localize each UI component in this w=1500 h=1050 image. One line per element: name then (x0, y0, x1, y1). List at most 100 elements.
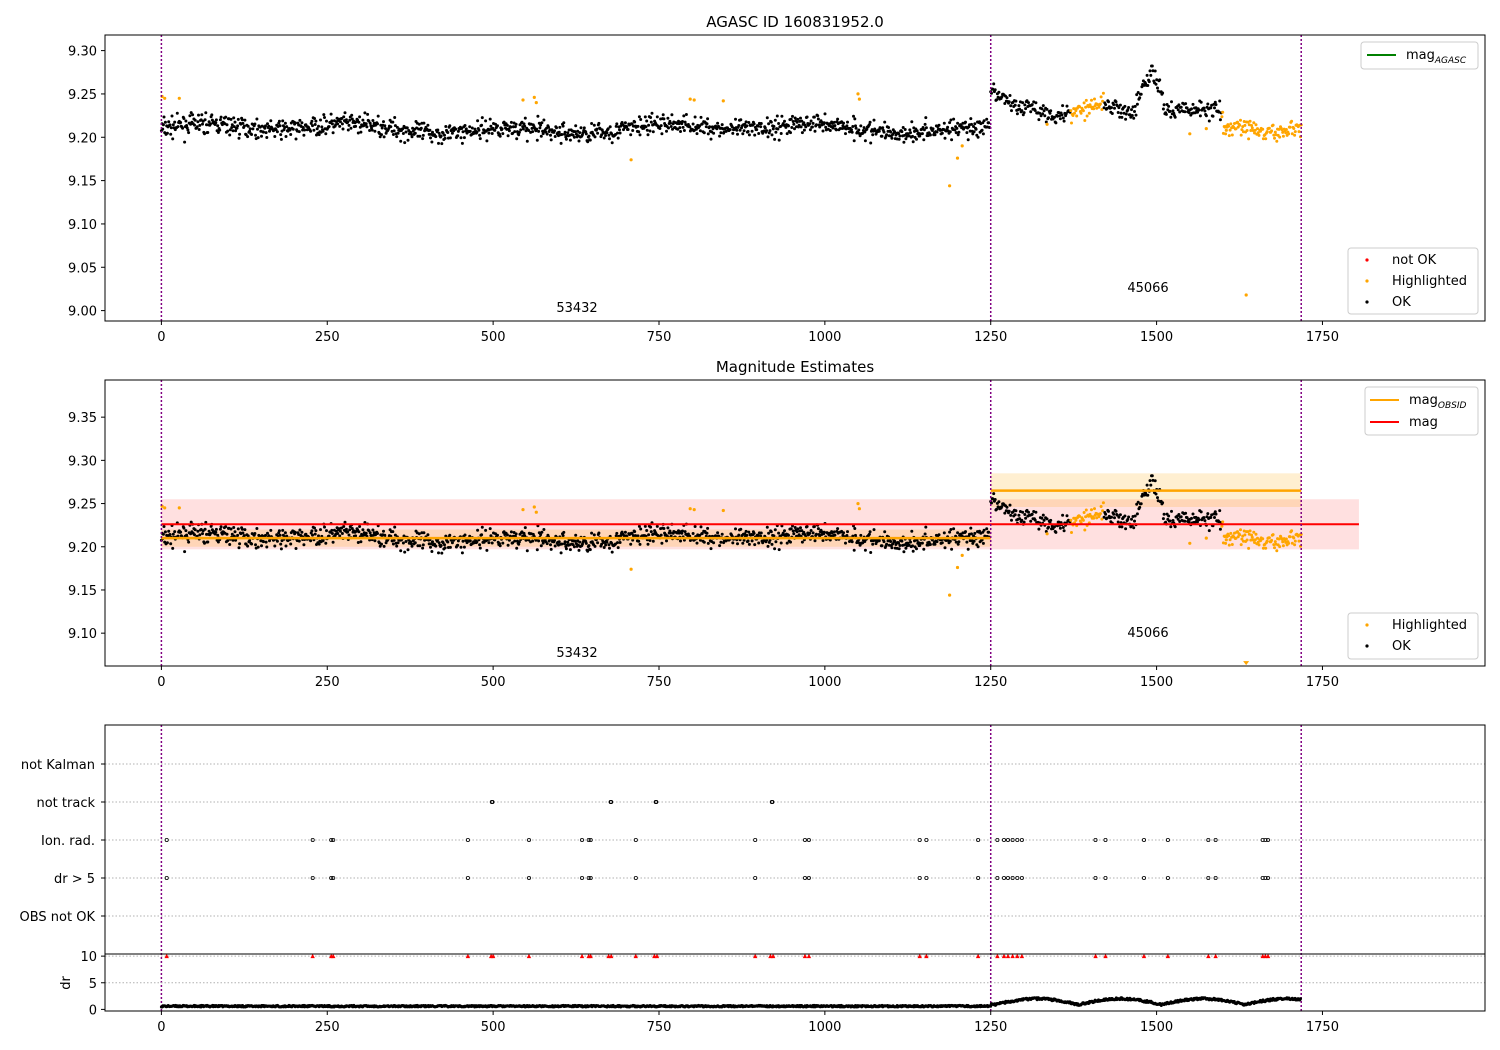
ok-point (539, 123, 543, 127)
flag-point (633, 876, 638, 881)
ok-point (950, 138, 954, 142)
flag-point (490, 800, 495, 805)
ok-point (317, 124, 320, 128)
ok-point (972, 534, 975, 538)
ok-point (507, 129, 511, 133)
ok-point (530, 126, 534, 130)
ok-point (237, 546, 241, 550)
ok-point (828, 129, 832, 132)
highlighted-point (1101, 99, 1105, 103)
ok-point (904, 546, 908, 550)
ok-point (808, 122, 812, 126)
ok-point (1146, 493, 1150, 497)
ok-point (365, 125, 369, 129)
highlighted-point (1273, 540, 1277, 544)
ok-point (456, 129, 460, 133)
ok-point (549, 138, 553, 142)
ok-point (251, 127, 255, 131)
ok-point (1030, 512, 1034, 516)
ok-point (677, 529, 680, 533)
ok-point (1009, 104, 1013, 108)
ok-point (651, 130, 655, 134)
highlighted-point (1288, 125, 1292, 129)
ok-point (1213, 516, 1216, 519)
ok-point (682, 129, 686, 132)
ok-point (885, 542, 889, 546)
ok-point (1161, 107, 1165, 111)
highlighted-point (1261, 546, 1265, 550)
ok-point (1127, 515, 1131, 519)
ok-point (805, 525, 809, 528)
ok-point (216, 540, 220, 544)
ok-point (868, 120, 872, 124)
ok-point (909, 131, 912, 135)
panel2-title: Magnitude Estimates (716, 358, 874, 376)
ok-point (1150, 64, 1154, 68)
ok-point (356, 131, 360, 135)
ok-point (1058, 526, 1062, 530)
ok-point (1218, 527, 1222, 531)
agasc-panel: AGASC ID 160831952.0 0 250 500 750 1000 1250 1… (68, 13, 1486, 345)
ok-point (920, 541, 924, 545)
ok-point (478, 133, 482, 137)
ok-point (818, 125, 822, 129)
ok-point (1133, 104, 1137, 108)
ok-point (224, 115, 228, 119)
ok-point (275, 130, 279, 134)
ok-point (616, 546, 620, 550)
highlighted-point (1236, 120, 1239, 124)
ok-point (413, 131, 417, 135)
ok-point (742, 129, 746, 133)
ok-point (1037, 118, 1041, 122)
ok-point (739, 527, 743, 531)
ok-point (1049, 518, 1053, 522)
ok-point (300, 121, 304, 125)
y-tick-label: 9.15 (68, 584, 97, 599)
ok-point (853, 527, 857, 530)
flag-point (1002, 876, 1007, 881)
ok-point (1054, 121, 1058, 125)
highlighted-point (1101, 501, 1105, 505)
ok-point (168, 533, 172, 536)
ok-point (597, 121, 601, 125)
ok-point (1022, 111, 1026, 115)
highlighted-point (1297, 130, 1301, 134)
ok-point (1183, 519, 1187, 523)
ok-point (302, 543, 306, 547)
ok-point (520, 120, 524, 124)
ok-point (248, 539, 252, 543)
ok-point (846, 120, 849, 124)
ok-point (509, 530, 513, 534)
ok-point (464, 127, 468, 131)
ok-point (236, 124, 240, 128)
ok-point (923, 122, 927, 126)
ok-point (522, 122, 526, 126)
ok-point (511, 541, 515, 545)
ok-point (502, 530, 506, 534)
ok-point (783, 529, 786, 533)
ok-point (844, 541, 847, 545)
flag-row-label: Ion. rad. (41, 834, 95, 849)
ok-point (498, 544, 502, 548)
ok-point (638, 542, 642, 546)
ok-point (1119, 111, 1123, 115)
ok-point (1161, 517, 1165, 521)
ok-point (593, 135, 597, 139)
x-tick-label: 1500 (1140, 675, 1173, 690)
highlighted-point (1281, 544, 1285, 548)
ok-point (358, 115, 362, 119)
ok-point (429, 136, 432, 140)
ok-point (616, 541, 619, 545)
ok-point (811, 121, 815, 125)
ok-point (1003, 102, 1007, 105)
ok-point (693, 115, 697, 119)
ok-point (616, 136, 620, 140)
ok-point (285, 125, 289, 129)
y-tick-label: 9.00 (68, 305, 97, 320)
ok-point (724, 129, 728, 133)
ok-point (456, 539, 460, 543)
ok-point (243, 118, 247, 122)
ok-point (206, 540, 210, 544)
ok-point (1214, 103, 1218, 107)
